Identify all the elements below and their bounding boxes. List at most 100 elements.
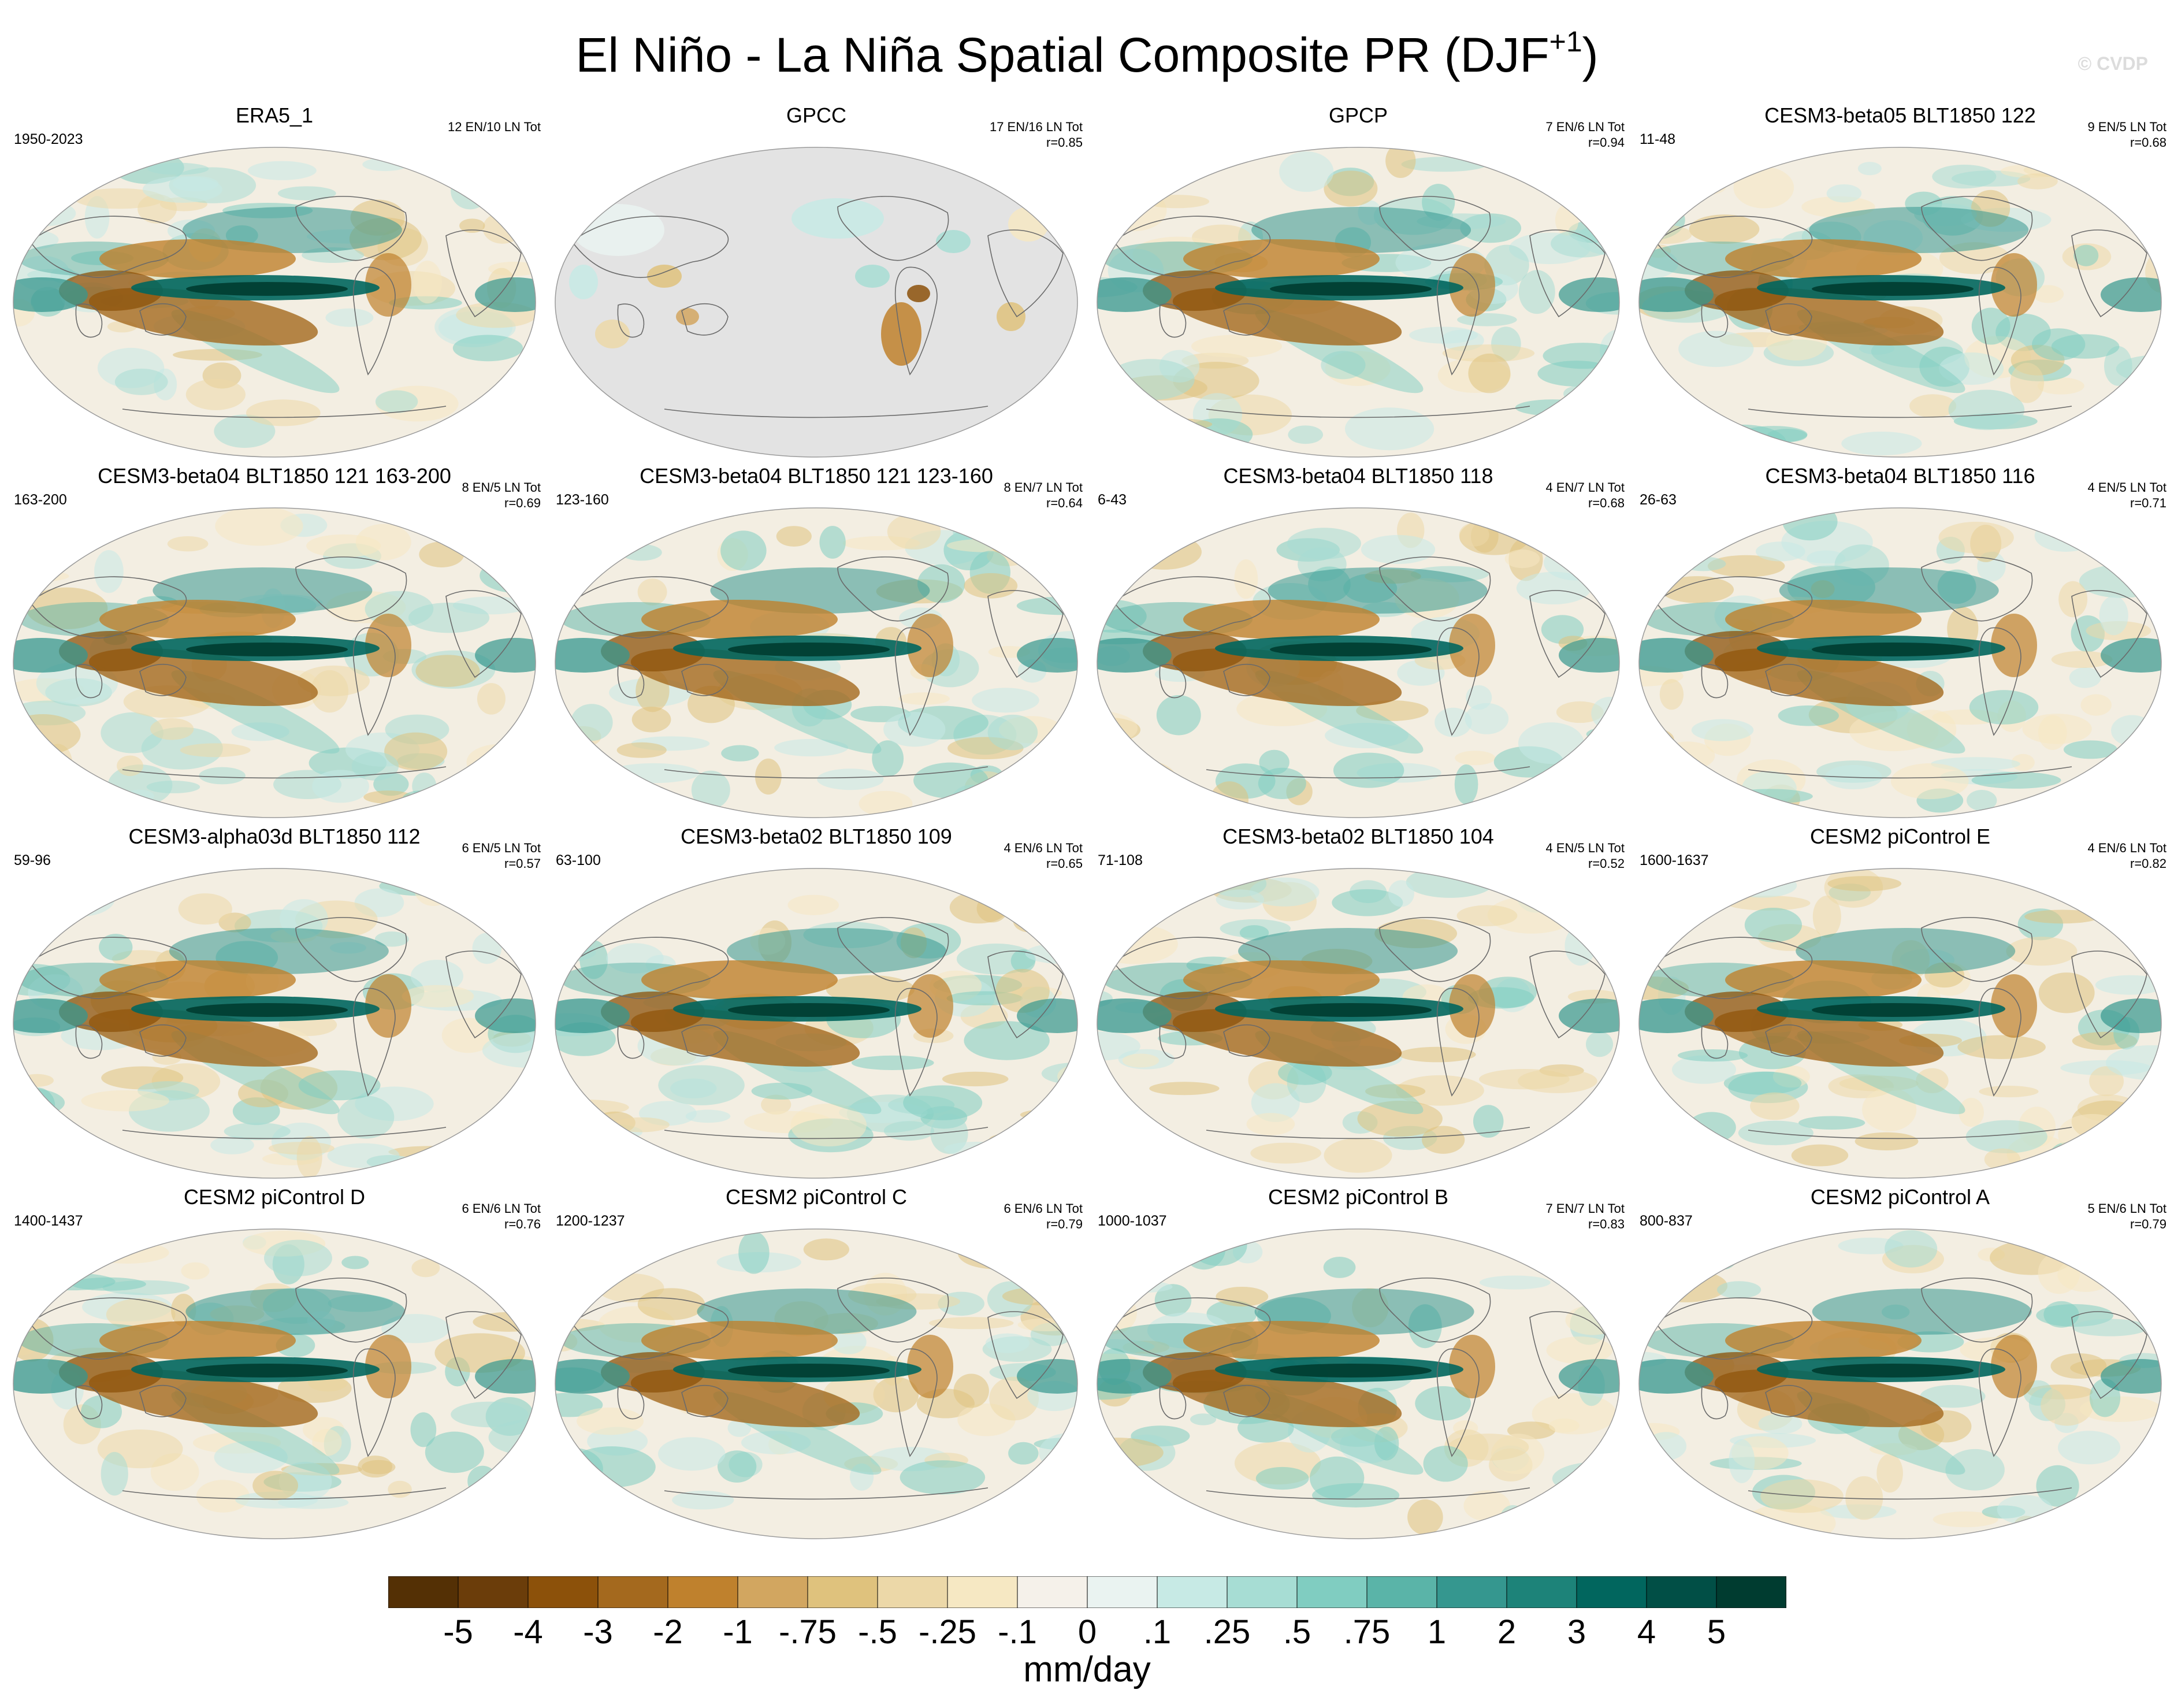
precip-anomaly-region	[1097, 1282, 1127, 1304]
precip-anomaly-region	[1422, 184, 1455, 221]
precip-anomaly-region	[2037, 377, 2084, 395]
precip-anomaly-region	[1514, 785, 1554, 818]
precip-anomaly-region	[972, 688, 1039, 713]
precip-anomaly-region	[1099, 759, 1177, 801]
precip-anomaly-region	[355, 523, 411, 560]
panel-title: CESM2 piControl A	[1810, 1185, 1990, 1209]
precip-anomaly-region	[1572, 525, 1619, 564]
watermark: © CVDP	[2078, 53, 2148, 74]
precip-anomaly-region	[1097, 778, 1141, 801]
map-panel: CESM2 piControl A 800-837 5 EN/6 LN Tot r=0…	[1629, 1185, 2171, 1546]
dry-anomaly-band	[59, 270, 163, 311]
precip-anomaly-region	[263, 1239, 332, 1276]
map-projection	[1097, 1228, 1620, 1539]
dry-anomaly-band	[1685, 631, 1789, 671]
precip-anomaly-region	[555, 1242, 573, 1261]
precip-anomaly-region	[790, 1103, 867, 1147]
precip-anomaly-region	[2073, 244, 2099, 266]
precip-anomaly-region	[388, 1480, 412, 1498]
panel-correlation: r=0.83	[1588, 1217, 1625, 1231]
precip-anomaly-region	[1255, 1466, 1309, 1490]
map-panel: CESM3-beta02 BLT1850 104 71-108 4 EN/5 LN …	[1087, 824, 1629, 1185]
precip-anomaly-region	[614, 1117, 670, 1133]
map-projection	[1097, 147, 1620, 458]
precip-anomaly-region	[81, 1090, 169, 1112]
colorbar-swatch	[1716, 1576, 1786, 1608]
colorbar-swatch	[1506, 1576, 1577, 1608]
precip-anomaly-region	[989, 1376, 1039, 1421]
precip-anomaly-region	[1011, 1273, 1073, 1286]
precip-anomaly-region	[1639, 869, 1668, 911]
wet-anomaly-tongue	[1270, 282, 1432, 296]
precip-anomaly-region	[414, 871, 452, 906]
precip-anomaly-region	[2006, 937, 2078, 966]
panel-title: CESM3-beta02 BLT1850 104	[1222, 825, 1494, 848]
precip-anomaly-region	[1008, 1442, 1039, 1465]
coastline	[571, 937, 729, 1000]
precip-anomaly-region	[482, 1033, 536, 1068]
precip-anomaly-region	[1855, 1132, 1919, 1150]
precip-anomaly-region	[2120, 793, 2160, 810]
precip-anomaly-region	[2088, 1151, 2132, 1172]
precip-anomaly-region	[2010, 362, 2045, 403]
colorbar-tick-label: 5	[1707, 1613, 1726, 1651]
precip-anomaly-region	[1515, 399, 1590, 416]
precip-anomaly-region	[658, 1437, 726, 1471]
precip-anomaly-region	[1758, 1413, 1803, 1434]
panel-title: CESM3-alpha03d BLT1850 112	[128, 825, 421, 848]
precip-anomaly-region	[1678, 331, 1754, 367]
precip-anomaly-region	[1124, 151, 1205, 179]
precip-anomaly-region	[277, 186, 336, 200]
precip-anomaly-region	[1361, 534, 1436, 565]
map-projection	[1097, 507, 1620, 818]
precip-anomaly-region	[415, 655, 480, 687]
coastline	[1436, 1348, 1480, 1457]
precip-anomaly-region	[2094, 1128, 2124, 1168]
precip-anomaly-region	[13, 1257, 72, 1275]
precip-anomaly-region	[1778, 705, 1839, 726]
precip-anomaly-region	[1465, 703, 1509, 734]
colorbar-swatch	[1087, 1576, 1158, 1608]
panel-title: CESM3-beta05 BLT1850 122	[1764, 103, 2036, 127]
map-outline	[555, 868, 1078, 1179]
map-projection	[1638, 868, 2162, 1179]
precip-anomaly-region	[1246, 1113, 1295, 1135]
wet-anomaly-region	[13, 638, 88, 673]
coastline	[352, 1348, 396, 1457]
precip-anomaly-region	[1549, 1418, 1580, 1433]
coastline	[571, 576, 729, 639]
coastline	[295, 196, 407, 261]
precip-anomaly-region	[1580, 872, 1619, 909]
colorbar-swatch	[737, 1576, 808, 1608]
precip-anomaly-region	[1107, 359, 1195, 400]
precip-anomaly-region	[1518, 722, 1584, 764]
dry-anomaly-band	[1725, 960, 1922, 1000]
precip-anomaly-region	[616, 742, 667, 758]
precip-anomaly-region	[1827, 876, 1902, 892]
panel-years: 11-48	[1640, 131, 1676, 147]
precip-anomaly-region	[1727, 789, 1813, 804]
precip-anomaly-region	[631, 706, 671, 733]
precip-anomaly-region	[341, 1256, 369, 1269]
precip-anomaly-region	[1216, 1286, 1269, 1307]
panel-title: CESM2 piControl B	[1268, 1185, 1449, 1209]
precip-anomaly-region	[787, 894, 839, 915]
precip-anomaly-region	[410, 960, 464, 993]
coastline	[352, 987, 396, 1097]
map-projection	[13, 1228, 536, 1539]
coastline	[29, 1297, 187, 1360]
panel-title: CESM3-beta04 BLT1850 118	[1223, 464, 1493, 488]
precip-anomaly-region	[1979, 1086, 2039, 1098]
panel-title: CESM2 piControl E	[1809, 825, 1991, 848]
precip-anomaly-region	[1723, 1071, 1802, 1095]
precip-anomaly-region	[1415, 1386, 1471, 1421]
precip-anomaly-region	[13, 384, 46, 414]
coastline	[2071, 1311, 2147, 1399]
map-outline	[13, 1228, 536, 1539]
colorbar-ticks: -5 -4 -3 -2 -1 -.75 -.5 -.25 -.1 0 .1 .25 .5 .75 1 2 3 4 5	[388, 1612, 1786, 1653]
coastline	[1978, 266, 2021, 376]
precip-anomaly-region	[2058, 1113, 2127, 1156]
coastline	[1765, 303, 1812, 336]
map-outline	[1097, 507, 1620, 818]
colorbar-swatch	[597, 1576, 668, 1608]
